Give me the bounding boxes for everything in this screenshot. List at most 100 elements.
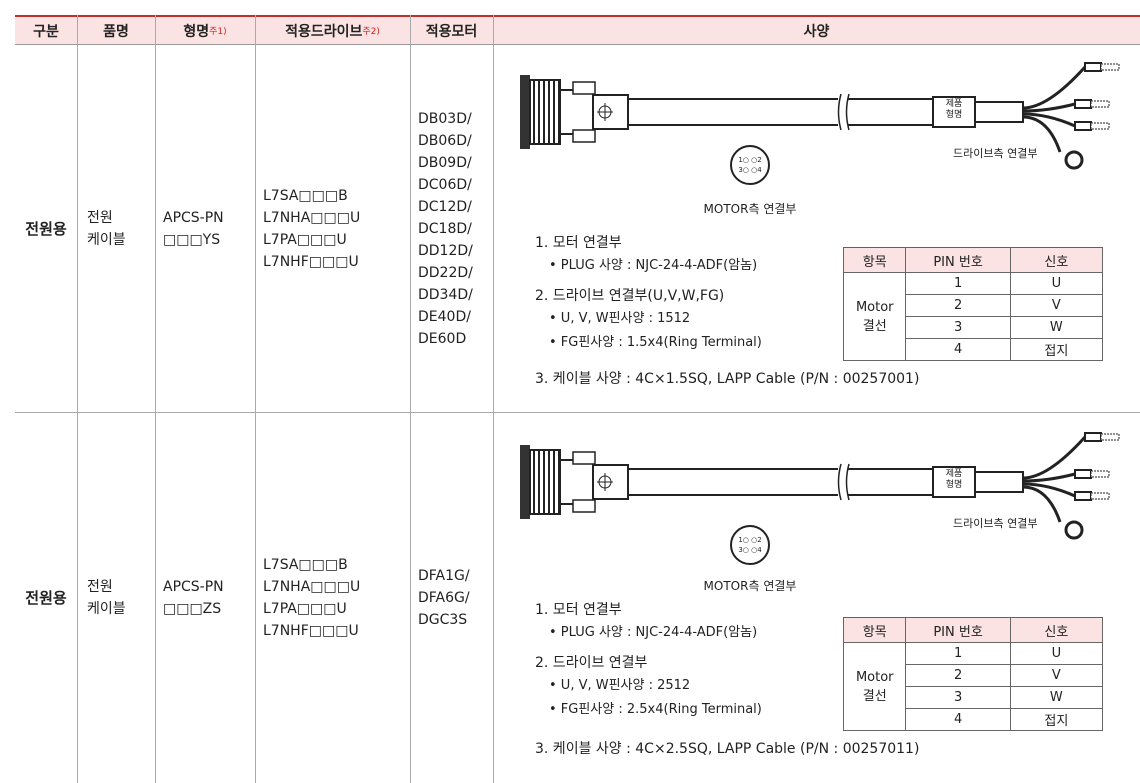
connector-pins: 1○ ○2 3○ ○4	[731, 155, 769, 175]
header-cell: 적용모터	[410, 16, 493, 45]
spec-title: 1. 모터 연결부	[535, 602, 622, 618]
connector-pin-line: 3○ ○4	[738, 546, 762, 554]
pin-cell: 2	[905, 664, 1011, 687]
spec-list: 1. 모터 연결부 • PLUG 사양 : NJC-24-4-ADF(암놈) 2. …	[535, 232, 1095, 390]
spec-bullet: • PLUG 사양 : NJC-24-4-ADF(암놈)	[549, 258, 758, 273]
spec-bullet: • PLUG 사양 : NJC-24-4-ADF(암놈)	[549, 625, 758, 640]
name-line: 전원	[87, 209, 113, 226]
pin-cell: 1	[905, 272, 1011, 295]
motor-cell: DB03D/DB06D/DB09D/DC06D/DC12D/DC18D/DD12…	[418, 45, 493, 412]
header-cell: 구분	[15, 16, 77, 45]
drive-side-label: 드라이브측 연결부	[953, 517, 1038, 530]
pin-cell: W	[1009, 316, 1104, 339]
spec-title: 3. 케이블 사양 : 4C×1.5SQ, LAPP Cable (P/N : …	[535, 371, 920, 387]
drive-line: L7PA□□□U	[263, 600, 347, 617]
pin-header: PIN 번호	[905, 247, 1011, 273]
spec-bullet: • FG핀사양 : 2.5x4(Ring Terminal)	[549, 702, 762, 717]
pin-cell: 1	[905, 642, 1011, 665]
drive-line: L7NHF□□□U	[263, 253, 359, 270]
header-cell: 형명 주1)	[155, 16, 255, 45]
motor-line: DC18D/	[418, 220, 472, 237]
drive-line: L7NHA□□□U	[263, 578, 361, 595]
pin-cell: U	[1009, 642, 1104, 665]
column-border	[155, 15, 156, 783]
pin-row: Motor 결선 1 U	[842, 642, 1104, 731]
pin-header: 항목	[842, 247, 907, 273]
spec-title: 3. 케이블 사양 : 4C×2.5SQ, LAPP Cable (P/N : …	[535, 741, 920, 757]
connector-pin-line: 3○ ○4	[738, 166, 762, 174]
pin-header: 신호	[1009, 247, 1104, 273]
product-tag-line: 제품	[945, 99, 963, 109]
column-border	[493, 15, 494, 783]
pin-row: 4 접지	[844, 338, 1104, 361]
pin-row: 4 접지	[844, 708, 1104, 731]
pin-group-line: Motor	[855, 299, 894, 315]
name-line: 케이블	[87, 231, 126, 248]
header-label: 품명	[103, 23, 129, 40]
row-border	[15, 412, 1140, 413]
column-border	[77, 15, 78, 783]
pin-cell: V	[1009, 294, 1104, 317]
spec-title: 2. 드라이브 연결부(U,V,W,FG)	[535, 288, 725, 304]
pin-group-line: 결선	[862, 318, 887, 334]
pin-cell: 접지	[1009, 338, 1104, 361]
column-border	[255, 15, 256, 783]
pin-cell: 4	[905, 338, 1011, 361]
product-tag: 제품 형명	[934, 469, 974, 491]
pin-group-line: Motor	[855, 669, 894, 685]
pin-header: 항목	[842, 617, 907, 643]
motor-line: DB06D/	[418, 132, 472, 149]
product-tag-line: 제품	[945, 469, 963, 479]
header-bg	[15, 15, 1140, 45]
pin-cell: U	[1009, 272, 1104, 295]
pin-cell: 4	[905, 708, 1011, 731]
pin-cell: V	[1009, 664, 1104, 687]
drive-side-label: 드라이브측 연결부	[953, 147, 1038, 160]
drive-line: L7SA□□□B	[263, 556, 348, 573]
pin-header-row: 항목 PIN 번호 신호	[842, 247, 1104, 273]
model-line: APCS-PN	[163, 578, 224, 595]
header-label: 사양	[803, 23, 830, 40]
motor-side-label: MOTOR측 연결부	[703, 202, 797, 216]
pin-group: Motor 결선	[842, 642, 907, 731]
spec-list: 1. 모터 연결부 • PLUG 사양 : NJC-24-4-ADF(암놈) 2. …	[535, 599, 1095, 760]
header-label: 구분	[33, 23, 59, 40]
model-cell: APCS-PN □□□ZS	[163, 412, 255, 783]
motor-line: DFA6G/	[418, 589, 470, 606]
drive-line: L7NHA□□□U	[263, 209, 361, 226]
spec-bullet: • U, V, W핀사양 : 1512	[549, 311, 691, 326]
drive-cell: L7SA□□□B L7NHA□□□U L7PA□□□U L7NHF□□□U	[263, 45, 410, 412]
motor-line: DC12D/	[418, 198, 472, 215]
header-cell: 품명	[77, 16, 155, 45]
motor-line: DGC3S	[418, 611, 468, 628]
header-label: 형명	[183, 23, 210, 40]
product-tag: 제품 형명	[934, 99, 974, 121]
product-tag-line: 형명	[945, 480, 963, 490]
name-line: 전원	[87, 578, 113, 595]
category: 전원용	[25, 219, 67, 238]
model-line: □□□ZS	[163, 600, 222, 617]
motor-line: DD12D/	[418, 242, 473, 259]
motor-line: DFA1G/	[418, 567, 470, 584]
spec-bullet: • FG핀사양 : 1.5x4(Ring Terminal)	[549, 335, 762, 350]
pin-header: PIN 번호	[905, 617, 1011, 643]
connector-pin-line: 1○ ○2	[738, 536, 762, 544]
name-line: 케이블	[87, 600, 126, 617]
drive-line: L7SA□□□B	[263, 187, 348, 204]
motor-line: DE60D	[418, 330, 467, 347]
motor-line: DE40D/	[418, 308, 471, 325]
pin-group: Motor 결선	[842, 272, 907, 361]
pin-row: Motor 결선 1 U	[842, 272, 1104, 361]
motor-line: DC06D/	[418, 176, 472, 193]
cable-drawing	[520, 62, 1120, 185]
pin-group-line: 결선	[862, 688, 887, 704]
spec-bullet: • U, V, W핀사양 : 2512	[549, 678, 691, 693]
pin-header-row: 항목 PIN 번호 신호	[842, 617, 1104, 643]
motor-line: DB03D/	[418, 110, 472, 127]
